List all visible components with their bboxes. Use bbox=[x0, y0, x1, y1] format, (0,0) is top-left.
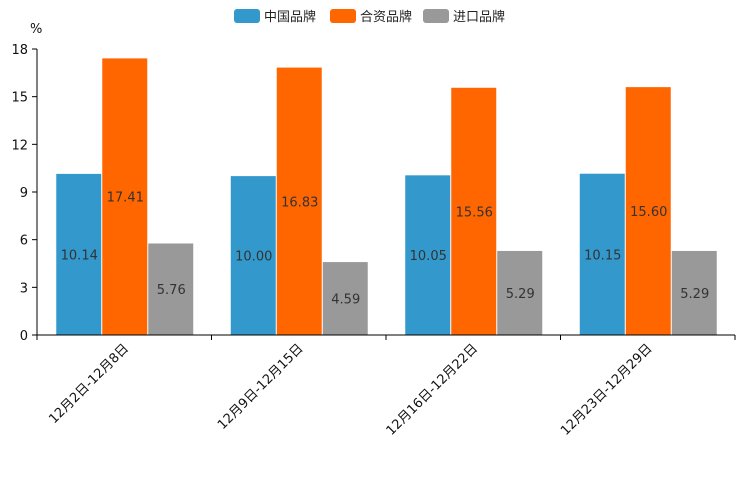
x-axis: 12月2日-12月8日 12月9日-12月15日 12月16日-12月22日 12月2… bbox=[36, 334, 736, 439]
legend: 中国品牌 合资品牌 进口品牌 bbox=[234, 9, 505, 25]
y-tick-label: 9 bbox=[20, 186, 28, 201]
bar-1-3 bbox=[405, 175, 451, 335]
y-tick-label: 3 bbox=[20, 281, 28, 296]
data-label: 5.76 bbox=[157, 283, 186, 298]
data-label: 10.00 bbox=[235, 250, 272, 265]
data-label: 10.05 bbox=[410, 249, 447, 264]
data-label: 10.15 bbox=[584, 248, 621, 263]
legend-swatch-1 bbox=[234, 9, 260, 23]
y-tick-label: 6 bbox=[20, 234, 28, 249]
bar-1-1 bbox=[56, 173, 102, 335]
bar-2-3 bbox=[451, 87, 497, 335]
x-tick-label: 12月16日-12月22日 bbox=[384, 341, 481, 438]
y-tick-label: 18 bbox=[11, 43, 28, 58]
legend-label-3: 进口品牌 bbox=[453, 9, 505, 25]
y-axis: 0 3 6 9 12 15 18 bbox=[11, 43, 38, 344]
y-tick-label: 12 bbox=[11, 138, 28, 153]
x-tick-label: 12月9日-12月15日 bbox=[215, 341, 307, 433]
y-tick-label: 0 bbox=[20, 329, 28, 344]
x-tick-label: 12月23日-12月29日 bbox=[558, 341, 655, 438]
bar-2-4 bbox=[625, 87, 671, 335]
data-label: 10.14 bbox=[61, 248, 98, 263]
bar-1-4 bbox=[579, 173, 625, 335]
y-tick-label: 15 bbox=[11, 91, 28, 106]
data-label: 5.29 bbox=[506, 287, 535, 302]
bar-3-3 bbox=[497, 250, 543, 335]
data-label: 5.29 bbox=[680, 287, 709, 302]
data-label: 17.41 bbox=[107, 191, 144, 206]
bar-1-2 bbox=[230, 176, 276, 335]
legend-label-1: 中国品牌 bbox=[264, 9, 316, 25]
data-label: 16.83 bbox=[281, 195, 318, 210]
bar-3-2 bbox=[322, 262, 368, 335]
x-tick-label: 12月2日-12月8日 bbox=[46, 341, 132, 427]
data-label: 15.56 bbox=[456, 205, 493, 220]
bar-3-1 bbox=[148, 243, 194, 335]
legend-swatch-3 bbox=[423, 9, 449, 23]
y-unit-label: % bbox=[30, 22, 42, 37]
data-label: 15.60 bbox=[630, 205, 667, 220]
legend-swatch-2 bbox=[330, 9, 356, 23]
data-label: 4.59 bbox=[331, 293, 360, 308]
data-labels: 10.14 17.41 5.76 10.00 16.83 4.59 10.05 15.56 5.… bbox=[61, 191, 710, 308]
bar-2-2 bbox=[276, 67, 322, 335]
bars bbox=[56, 58, 717, 335]
bar-2-1 bbox=[102, 58, 148, 335]
bar-3-4 bbox=[671, 250, 717, 335]
legend-label-2: 合资品牌 bbox=[360, 9, 412, 25]
